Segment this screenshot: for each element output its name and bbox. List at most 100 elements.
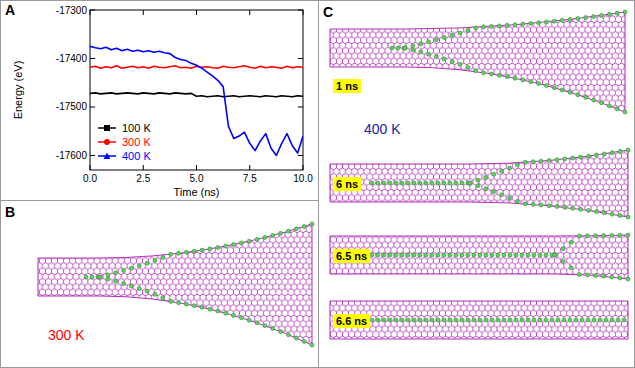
edge-atom — [544, 20, 548, 24]
edge-atom — [406, 253, 410, 257]
edge-atom — [576, 17, 580, 21]
y-tick-right — [298, 58, 303, 59]
legend-marker — [104, 125, 110, 131]
edge-atom — [442, 57, 446, 61]
edge-atom — [592, 318, 596, 322]
edge-atom — [531, 160, 535, 164]
edge-atom — [184, 302, 188, 306]
y-tick — [90, 106, 95, 107]
edge-atom — [98, 275, 102, 279]
edge-atom — [490, 318, 494, 322]
edge-atom — [577, 234, 581, 238]
edge-atom — [454, 181, 458, 185]
edge-atom — [90, 275, 94, 279]
edge-atom — [571, 156, 575, 160]
panel-label: A — [5, 2, 15, 18]
panel-b: B300 K — [5, 204, 314, 347]
edge-atom — [626, 215, 630, 219]
edge-atom — [442, 318, 446, 322]
edge-atom — [400, 253, 404, 257]
temperature-label: 300 K — [48, 327, 85, 343]
edge-atom — [388, 253, 392, 257]
edge-atom — [544, 318, 548, 322]
edge-atom — [434, 38, 438, 42]
edge-atom — [602, 274, 606, 278]
edge-atom — [294, 336, 298, 340]
edge-atom — [450, 60, 454, 64]
edge-atom — [208, 247, 212, 251]
edge-atom — [584, 16, 588, 20]
edge-atom — [454, 253, 458, 257]
time-label: 1 ns — [336, 80, 358, 92]
edge-atom — [390, 46, 394, 50]
edge-atom — [310, 222, 314, 226]
edge-atom — [279, 231, 283, 235]
edge-atom — [553, 253, 557, 257]
panel-divider — [318, 0, 319, 368]
edge-atom — [106, 277, 110, 281]
edge-atom — [192, 249, 196, 253]
panel-c: C1 ns6 ns6.5 ns6.6 ns400 K — [323, 4, 630, 339]
edge-atom — [626, 277, 630, 281]
edge-atom — [576, 93, 580, 97]
edge-atom — [508, 166, 512, 170]
legend-marker — [104, 153, 111, 160]
edge-atom — [585, 234, 589, 238]
edge-atom — [472, 253, 476, 257]
edge-atom — [615, 11, 619, 15]
edge-atom — [263, 324, 267, 328]
edge-atom — [370, 318, 374, 322]
edge-atom — [382, 181, 386, 185]
edge-atom — [478, 318, 482, 322]
edge-atom — [468, 181, 472, 185]
x-tick — [143, 165, 144, 170]
edge-atom — [615, 107, 619, 111]
edge-atom — [526, 318, 530, 322]
edge-atom — [496, 318, 500, 322]
edge-atom — [122, 282, 126, 286]
edge-atom — [492, 172, 496, 176]
edge-atom — [586, 318, 590, 322]
edge-atom — [626, 148, 630, 152]
edge-atom — [403, 46, 407, 50]
edge-atom — [145, 289, 149, 293]
edge-atom — [177, 251, 181, 255]
edge-atom — [458, 31, 462, 35]
edge-atom — [279, 330, 283, 334]
edge-atom — [98, 275, 102, 279]
plot-frame — [90, 10, 303, 170]
edge-atom — [532, 253, 536, 257]
edge-atom — [547, 204, 551, 208]
edge-atom — [388, 181, 392, 185]
edge-atom — [436, 253, 440, 257]
edge-atom — [577, 273, 581, 277]
edge-atom — [563, 205, 567, 209]
edge-atom — [412, 253, 416, 257]
edge-atom — [382, 253, 386, 257]
edge-atom — [594, 234, 598, 238]
edge-atom — [623, 110, 627, 114]
edge-atom — [255, 237, 259, 241]
edge-atom — [406, 181, 410, 185]
edge-atom — [430, 318, 434, 322]
edge-atom — [302, 224, 306, 228]
edge-atom — [520, 318, 524, 322]
plot-data — [90, 46, 303, 155]
edge-atom — [466, 318, 470, 322]
edge-atom — [286, 333, 290, 337]
figure: A0.02.55.07.510.0-17300-17400-17500-1760… — [0, 0, 635, 368]
x-tick-top — [90, 10, 91, 15]
legend-label: 100 K — [122, 122, 151, 134]
edge-atom — [394, 318, 398, 322]
y-axis-title: Energy (eV) — [12, 61, 24, 120]
edge-atom — [472, 318, 476, 322]
series-line — [90, 46, 303, 155]
edge-atom — [208, 307, 212, 311]
edge-atom — [602, 152, 606, 156]
edge-atom — [568, 17, 572, 21]
edge-atom — [569, 266, 573, 270]
edge-atom — [406, 318, 410, 322]
edge-atom — [122, 269, 126, 273]
edge-atom — [592, 15, 596, 19]
edge-atom — [618, 214, 622, 218]
